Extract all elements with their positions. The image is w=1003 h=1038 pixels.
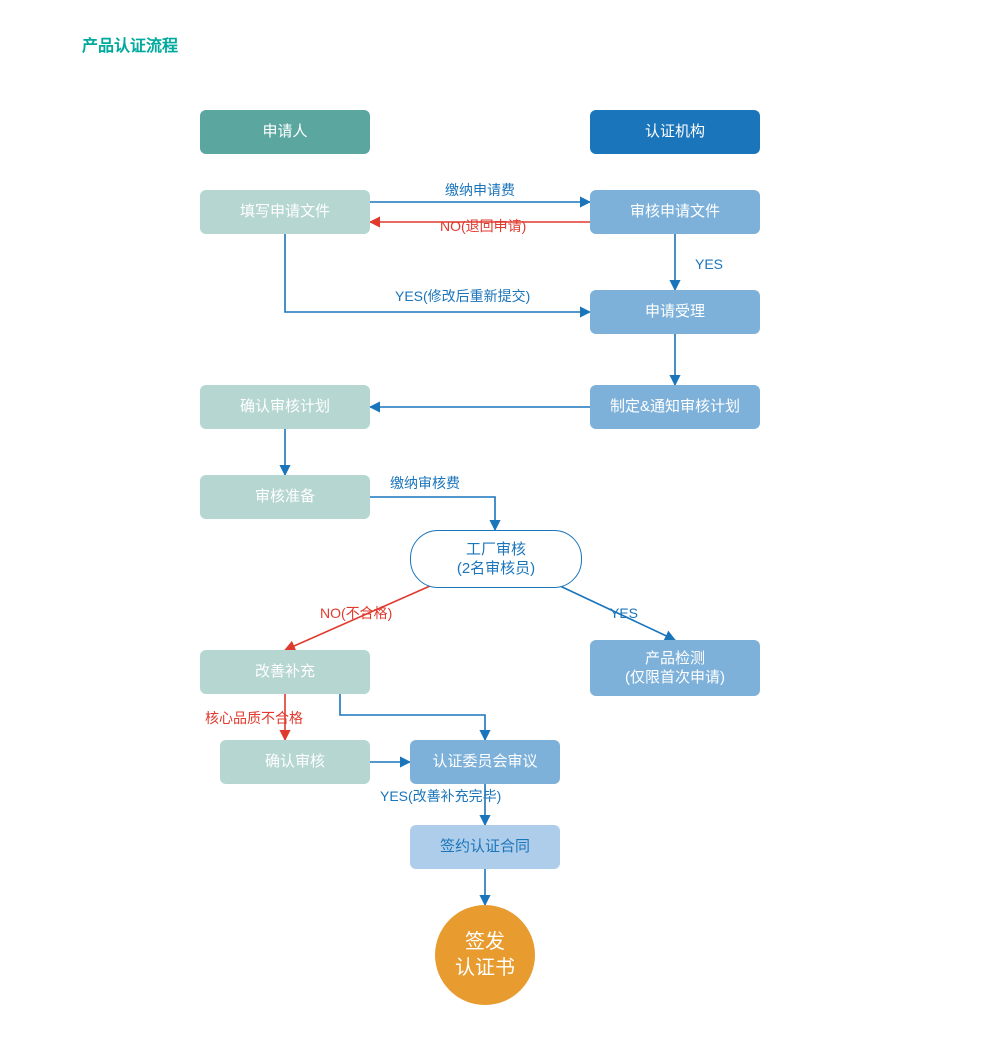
label-lbl_core_fail: 核心品质不合格 (205, 710, 303, 727)
node-make_plan: 制定&通知审核计划 (590, 385, 760, 429)
node-contract: 签约认证合同 (410, 825, 560, 869)
node-hdr_applicant: 申请人 (200, 110, 370, 154)
node-fill_docs: 填写申请文件 (200, 190, 370, 234)
node-review_docs: 审核申请文件 (590, 190, 760, 234)
label-lbl_fee_audit: 缴纳审核费 (390, 475, 460, 492)
node-improve: 改善补充 (200, 650, 370, 694)
label-lbl_fee_apply: 缴纳申请费 (445, 182, 515, 199)
label-lbl_no_return: NO(退回申请) (440, 218, 526, 235)
label-lbl_yes_done: YES(改善补充完毕) (380, 788, 501, 805)
label-lbl_yes_2: YES (610, 605, 638, 622)
edge-e_improve_to_comm (340, 694, 485, 740)
node-prep: 审核准备 (200, 475, 370, 519)
label-lbl_yes_1: YES (695, 256, 723, 273)
node-confirm_plan: 确认审核计划 (200, 385, 370, 429)
node-accept: 申请受理 (590, 290, 760, 334)
flowchart-canvas: 产品认证流程 申请人认证机构填写申请文件审核申请文件申请受理制定&通知审核计划确… (0, 0, 1003, 1038)
label-lbl_no_fail: NO(不合格) (320, 605, 392, 622)
edges-layer (0, 0, 1003, 1038)
node-factory_audit: 工厂审核(2名审核员) (410, 530, 582, 588)
node-hdr_agency: 认证机构 (590, 110, 760, 154)
page-title: 产品认证流程 (82, 32, 178, 56)
node-issue: 签发认证书 (435, 905, 535, 1005)
edge-e_prep_to_audit (370, 497, 495, 530)
node-product_test: 产品检测(仅限首次申请) (590, 640, 760, 696)
node-confirm_audit: 确认审核 (220, 740, 370, 784)
node-committee: 认证委员会审议 (410, 740, 560, 784)
label-lbl_yes_resub: YES(修改后重新提交) (395, 288, 530, 305)
